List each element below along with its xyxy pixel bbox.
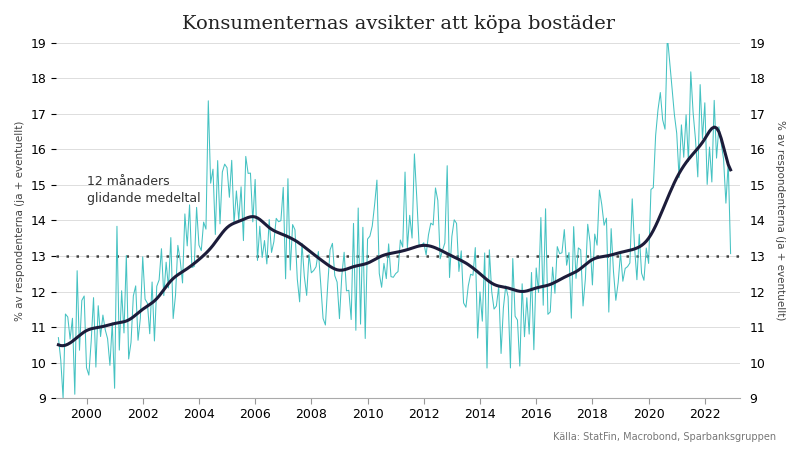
Text: 12 månaders
glidande medeltal: 12 månaders glidande medeltal (86, 176, 200, 205)
Text: Källa: StatFin, Macrobond, Sparbanksgruppen: Källa: StatFin, Macrobond, Sparbanksgrup… (553, 432, 776, 442)
Y-axis label: % av respondenterna (ja + eventuellt): % av respondenterna (ja + eventuellt) (15, 120, 25, 321)
Y-axis label: % av respondenterna (ja + eventuellt): % av respondenterna (ja + eventuellt) (775, 120, 785, 321)
Title: Konsumenternas avsikter att köpa bostäder: Konsumenternas avsikter att köpa bostäde… (182, 15, 614, 33)
